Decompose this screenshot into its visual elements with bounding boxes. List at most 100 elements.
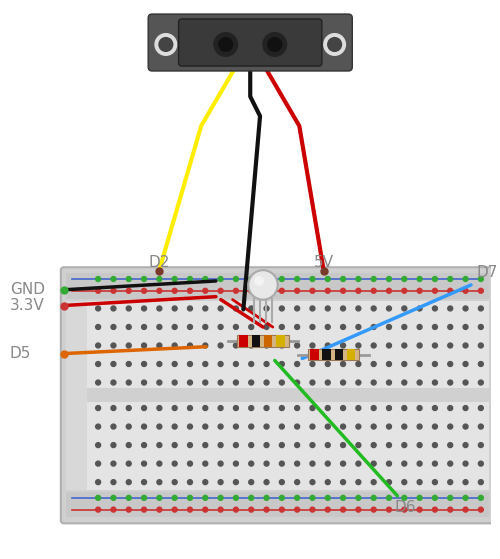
Circle shape [172,306,177,311]
Circle shape [172,480,177,485]
Circle shape [218,288,223,293]
Circle shape [188,343,192,348]
Circle shape [371,277,376,282]
Circle shape [386,406,392,410]
Circle shape [417,277,422,282]
Circle shape [203,380,207,385]
Circle shape [142,495,146,500]
Circle shape [126,406,131,410]
Circle shape [203,480,207,485]
Circle shape [463,480,468,485]
Circle shape [234,306,238,311]
Circle shape [264,406,269,410]
Circle shape [157,480,162,485]
Circle shape [478,325,484,329]
Circle shape [478,424,484,429]
Circle shape [340,495,345,500]
Circle shape [234,495,238,500]
Circle shape [264,306,269,311]
Circle shape [248,270,278,300]
Circle shape [463,306,468,311]
Circle shape [294,325,300,329]
Circle shape [172,495,177,500]
Circle shape [340,325,345,329]
Circle shape [234,443,238,448]
Circle shape [142,343,146,348]
Circle shape [280,288,284,293]
Circle shape [234,325,238,329]
Circle shape [96,424,100,429]
Circle shape [142,325,146,329]
Circle shape [249,306,254,311]
Circle shape [126,306,131,311]
Bar [310,349,318,361]
Circle shape [478,343,484,348]
Circle shape [234,424,238,429]
Circle shape [402,461,407,466]
Circle shape [448,343,452,348]
Circle shape [432,343,438,348]
Circle shape [371,424,376,429]
Circle shape [294,406,300,410]
Circle shape [340,461,345,466]
Circle shape [340,362,345,367]
Circle shape [111,288,116,293]
Circle shape [326,325,330,329]
Circle shape [386,288,392,293]
Circle shape [96,380,100,385]
Circle shape [356,288,361,293]
Circle shape [340,288,345,293]
Circle shape [157,507,162,512]
Circle shape [111,343,116,348]
Circle shape [172,277,177,282]
Circle shape [218,306,223,311]
Circle shape [111,443,116,448]
Circle shape [371,362,376,367]
Circle shape [463,380,468,385]
Circle shape [294,424,300,429]
Circle shape [264,362,269,367]
Circle shape [448,288,452,293]
Circle shape [218,362,223,367]
Circle shape [111,495,116,500]
Circle shape [448,362,452,367]
Circle shape [188,461,192,466]
Circle shape [126,343,131,348]
Circle shape [356,362,361,367]
Circle shape [203,461,207,466]
Circle shape [386,480,392,485]
Circle shape [142,424,146,429]
Circle shape [432,306,438,311]
Circle shape [417,380,422,385]
Circle shape [356,507,361,512]
Circle shape [234,380,238,385]
Circle shape [432,443,438,448]
Circle shape [294,343,300,348]
Bar [238,335,288,347]
Circle shape [448,306,452,311]
Circle shape [234,507,238,512]
Circle shape [203,424,207,429]
Circle shape [249,325,254,329]
Circle shape [448,461,452,466]
Bar [308,349,359,361]
Circle shape [111,277,116,282]
Circle shape [157,495,162,500]
Circle shape [142,480,146,485]
Circle shape [218,495,223,500]
Circle shape [280,424,284,429]
Text: D5: D5 [10,346,31,361]
Circle shape [402,325,407,329]
Circle shape [463,495,468,500]
Circle shape [142,288,146,293]
Circle shape [478,461,484,466]
Circle shape [188,495,192,500]
Circle shape [310,424,315,429]
Circle shape [386,461,392,466]
Circle shape [356,306,361,311]
Circle shape [126,380,131,385]
Bar [322,349,331,361]
Circle shape [188,362,192,367]
Circle shape [96,443,100,448]
Circle shape [432,325,438,329]
